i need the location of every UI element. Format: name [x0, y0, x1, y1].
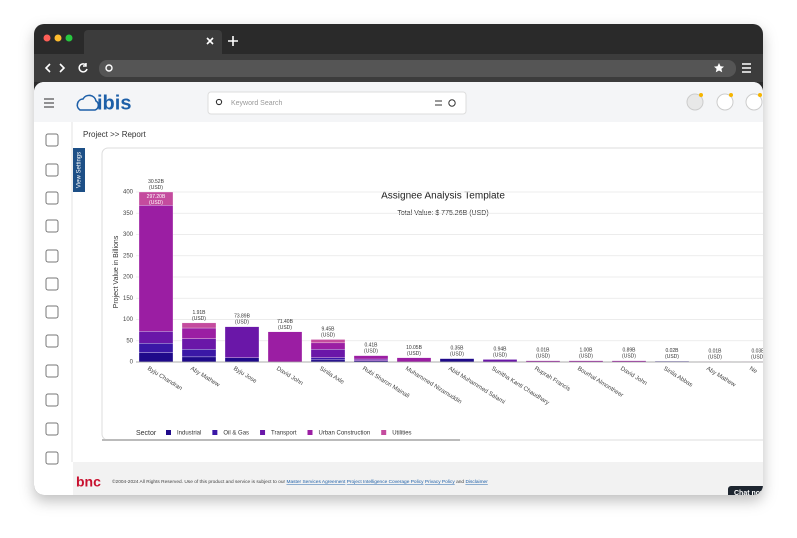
footer-link[interactable]: Privacy Policy	[425, 479, 455, 485]
footer-link[interactable]: Disclaimer	[465, 479, 488, 485]
bar-label: 0.94B(USD)	[493, 347, 507, 359]
bar-segment	[182, 339, 216, 350]
bar-segment	[182, 349, 216, 357]
bar-label: 0.03B(USD)	[751, 349, 765, 361]
bar-label-line: (USD)	[321, 333, 335, 339]
badge	[758, 93, 762, 97]
logo[interactable]: ibis	[97, 92, 131, 114]
chat-label[interactable]: Chat now	[734, 490, 766, 497]
footer-and: and	[456, 479, 464, 485]
y-tick-label: 350	[123, 211, 134, 217]
bar-label: 0.41B(USD)	[364, 343, 378, 355]
badge	[729, 93, 733, 97]
y-tick-label: 250	[123, 253, 134, 259]
legend-label: Utilities	[392, 431, 411, 437]
inner-label-line: (USD)	[149, 200, 163, 206]
bar-label: 0.35B(USD)	[450, 346, 464, 358]
bar-label-line: (USD)	[192, 316, 206, 322]
minimize-dot[interactable]	[55, 35, 62, 42]
view-settings[interactable]: View Settings	[77, 152, 83, 188]
bar-segment	[354, 359, 388, 361]
search-placeholder: Keyword Search	[231, 100, 282, 107]
bar-segment	[225, 358, 259, 362]
bar-segment	[139, 353, 173, 362]
bar-segment	[139, 343, 173, 352]
bar-label-line: (USD)	[149, 185, 163, 191]
bar-segment	[139, 331, 173, 343]
bar-segment	[311, 358, 345, 360]
bar-label: 0.01B(USD)	[536, 348, 550, 360]
legend-swatch	[260, 430, 265, 435]
legend-swatch	[381, 430, 386, 435]
legend-title: Sector	[136, 430, 157, 437]
bar-segment	[268, 332, 302, 362]
bar-label-line: (USD)	[622, 354, 636, 360]
y-axis-label: Project Value in Billions	[113, 235, 120, 308]
footer	[73, 462, 763, 495]
bar-label-line: (USD)	[450, 352, 464, 358]
bar-segment	[139, 205, 173, 331]
bar-segment	[182, 323, 216, 328]
copyright: ©2004-2024 All Rights Reserved. Use of t…	[112, 478, 286, 485]
bar-label: 0.89B(USD)	[622, 348, 636, 360]
bar-segment	[182, 328, 216, 339]
bar-segment	[311, 339, 345, 342]
legend-swatch	[212, 430, 217, 435]
bar-segment	[397, 358, 431, 362]
badge	[699, 93, 703, 97]
bar-label-line: (USD)	[579, 354, 593, 360]
close-dot[interactable]	[44, 35, 51, 42]
footer-logo: bnc	[76, 474, 101, 490]
bar-label: 0.02B(USD)	[665, 348, 679, 360]
bar-label: 30.52B(USD)	[148, 179, 165, 191]
legend-swatch	[308, 430, 313, 435]
bar-label: 9.45B(USD)	[321, 327, 335, 339]
bar-label-line: (USD)	[708, 355, 722, 361]
bar-segment	[354, 356, 388, 359]
bar-label-line: (USD)	[751, 355, 765, 361]
bar-label: 1.91B(USD)	[192, 310, 206, 322]
y-tick-label: 50	[126, 338, 133, 344]
legend-label: Oil & Gas	[223, 431, 249, 437]
bar-segment	[311, 343, 345, 349]
legend-label: Industrial	[177, 431, 201, 437]
breadcrumb[interactable]: Project >> Report	[83, 130, 146, 139]
y-tick-label: 100	[123, 317, 134, 323]
footer-link[interactable]: Project Intelligence Coverage Policy	[347, 479, 424, 485]
bar-segment	[440, 359, 474, 362]
bar-label: 73.89B(USD)	[234, 314, 251, 326]
bar-label: 0.01B(USD)	[708, 349, 722, 361]
bar-label-line: (USD)	[536, 354, 550, 360]
bar-label-line: (USD)	[278, 325, 292, 331]
y-tick-label: 150	[123, 296, 134, 302]
legend-label: Transport	[271, 431, 297, 437]
bar-segment	[225, 327, 259, 358]
address-bar[interactable]	[99, 60, 736, 77]
y-tick-label: 200	[123, 275, 134, 281]
footer-text: ©2004-2024 All Rights Reserved. Use of t…	[112, 478, 488, 485]
bar-label-line: (USD)	[235, 320, 249, 326]
bar-label: 71.40B(USD)	[277, 319, 294, 331]
bar-label-line: (USD)	[493, 353, 507, 359]
y-tick-label: 300	[123, 232, 134, 238]
y-tick-label: 400	[123, 190, 134, 196]
bar-label-line: (USD)	[364, 349, 378, 355]
footer-link[interactable]: Master Services Agreement	[286, 479, 346, 485]
bar-segment	[311, 349, 345, 358]
bar-label-line: (USD)	[665, 354, 679, 360]
bar-segment	[182, 357, 216, 362]
maximize-dot[interactable]	[66, 35, 73, 42]
legend-swatch	[166, 430, 171, 435]
tab[interactable]	[84, 30, 222, 54]
bar-label: 1.00B(USD)	[579, 348, 593, 360]
bar-label-line: (USD)	[407, 351, 421, 357]
bar-label: 10.05B(USD)	[406, 345, 423, 357]
legend-label: Urban Construction	[319, 431, 371, 437]
